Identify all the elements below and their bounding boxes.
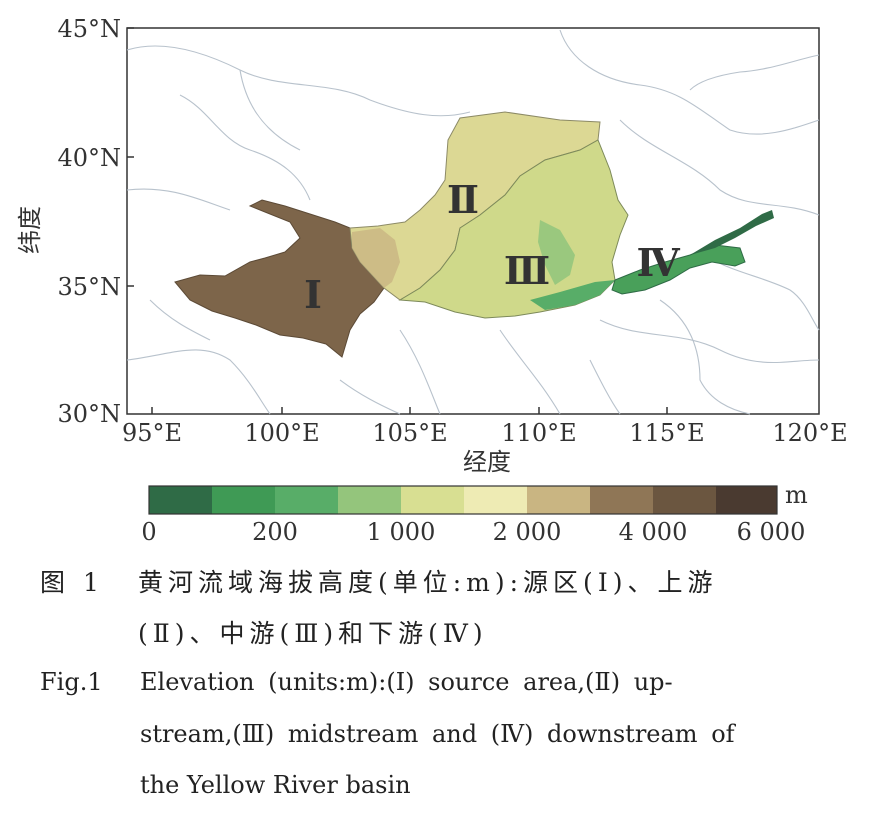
lon-tick-label: 120°E xyxy=(772,419,847,447)
province-boundaries xyxy=(126,29,820,415)
colorbar-tick-label: 4 000 xyxy=(619,518,688,546)
caption-cn-label: 图 1 xyxy=(40,568,104,597)
region-label-midstream: Ⅲ xyxy=(504,248,550,293)
caption-en-label: Fig.1 xyxy=(40,668,103,696)
caption-en-line3: the Yellow River basin xyxy=(140,771,411,799)
region-label-source-area: Ⅰ xyxy=(304,272,322,317)
region-downstream-estuary xyxy=(690,210,774,255)
colorbar-tick-label: 0 xyxy=(141,518,156,546)
region-downstream xyxy=(611,244,746,295)
lon-tick-label: 115°E xyxy=(629,419,704,447)
region-upstream-shading xyxy=(352,228,400,288)
region-midstream-valley-2 xyxy=(538,220,575,285)
region-midstream-valley xyxy=(530,280,615,310)
colorbar-swatch xyxy=(716,486,777,514)
colorbar-swatch xyxy=(401,486,464,514)
colorbar-swatch xyxy=(212,486,275,514)
colorbar-tick-label: 1 000 xyxy=(367,518,436,546)
colorbar-swatch xyxy=(149,486,212,514)
colorbar-swatch xyxy=(275,486,338,514)
colorbar-unit: m xyxy=(785,481,808,509)
colorbar-swatch xyxy=(590,486,653,514)
region-label-downstream: Ⅳ xyxy=(636,240,680,285)
caption-en-line1: Elevation (units:m):(Ⅰ) source area,(Ⅱ) … xyxy=(140,668,673,696)
colorbar-swatch xyxy=(338,486,401,514)
lon-tick-label: 100°E xyxy=(244,419,319,447)
lat-tick-label: 45°N xyxy=(57,15,121,43)
x-axis-title: 经度 xyxy=(463,448,511,476)
colorbar-swatch xyxy=(464,486,527,514)
y-axis-title: 纬度 xyxy=(16,206,44,254)
lon-tick-label: 110°E xyxy=(501,419,576,447)
lon-tick-label: 95°E xyxy=(122,419,182,447)
colorbar-swatch xyxy=(527,486,590,514)
lat-tick-label: 40°N xyxy=(57,144,121,172)
colorbar-tick-label: 200 xyxy=(252,518,298,546)
caption-cn-line1: 黄河流域海拔高度(单位:m):源区(Ⅰ)、上游 xyxy=(138,568,718,597)
caption-en-line2: stream,(Ⅲ) midstream and (Ⅳ) downstream … xyxy=(140,720,735,748)
lon-tick-label: 105°E xyxy=(372,419,447,447)
caption-cn-line2: (Ⅱ)、中游(Ⅲ)和下游(Ⅳ) xyxy=(138,619,488,648)
colorbar-border xyxy=(148,485,778,515)
elevation-colorbar xyxy=(148,485,778,515)
colorbar-tick-label: 6 000 xyxy=(737,518,806,546)
lat-tick-label: 35°N xyxy=(57,273,121,301)
lat-tick-label: 30°N xyxy=(57,400,121,428)
colorbar-swatch xyxy=(653,486,716,514)
colorbar-tick-label: 2 000 xyxy=(493,518,562,546)
region-label-upstream: Ⅱ xyxy=(447,177,479,222)
